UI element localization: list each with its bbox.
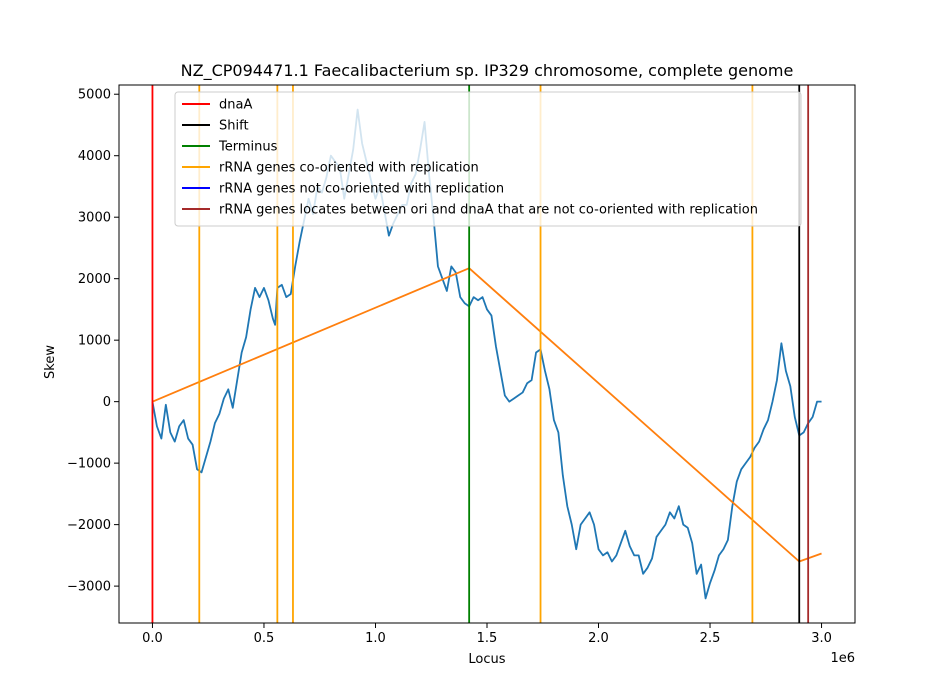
series-line-1 <box>151 108 822 600</box>
y-tick-label: 0 <box>103 395 111 410</box>
legend-label: Terminus <box>218 140 278 155</box>
legend: dnaA Shift Terminus rRNA genes co-oriented … <box>174 91 802 227</box>
x-tick-label: 0.5 <box>254 631 275 646</box>
legend-label: rRNA genes locates between ori and dnaA … <box>219 203 758 218</box>
legend-label: rRNA genes not co-oriented with replicat… <box>219 182 504 197</box>
x-axis-label: Locus <box>468 652 505 667</box>
y-tick-label: −1000 <box>67 457 111 472</box>
y-tick-label: 2000 <box>78 272 111 287</box>
y-tick-label: 4000 <box>78 149 111 164</box>
series-line-2 <box>152 267 822 563</box>
legend-label: rRNA genes co-oriented with replication <box>219 161 479 176</box>
legend-label: Shift <box>219 119 249 134</box>
y-tick-label: 5000 <box>78 88 111 103</box>
legend-box <box>174 91 802 227</box>
x-tick-label: 0.0 <box>142 631 163 646</box>
y-axis-label: Skew <box>43 345 58 379</box>
y-tick-label: 3000 <box>78 211 111 226</box>
x-tick-label: 2.0 <box>588 631 609 646</box>
y-tick-label: −3000 <box>67 580 111 595</box>
y-tick-label: 1000 <box>78 334 111 349</box>
x-tick-label: 1.5 <box>477 631 498 646</box>
chart-title: NZ_CP094471.1 Faecalibacterium sp. IP329… <box>181 61 794 81</box>
y-tick-label: −2000 <box>67 518 111 533</box>
axes: 0.0 0.5 1.0 1.5 2.0 2.5 3.0 −3000 −2000 −1000 0 100… <box>67 84 856 646</box>
x-tick-label: 3.0 <box>811 631 832 646</box>
legend-label: dnaA <box>219 98 252 113</box>
x-tick-label: 1.0 <box>365 631 386 646</box>
x-axis-offset-text: 1e6 <box>830 651 855 666</box>
x-tick-label: 2.5 <box>700 631 721 646</box>
